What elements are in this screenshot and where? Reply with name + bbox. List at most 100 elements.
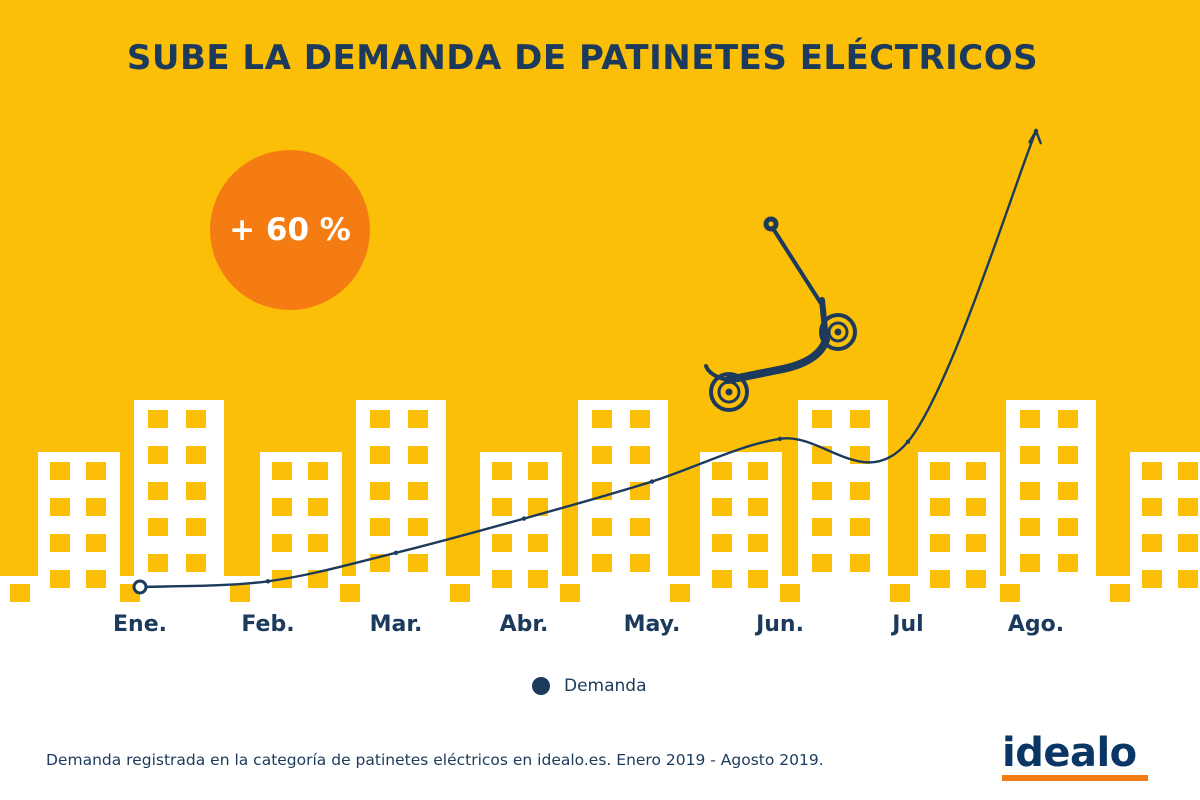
window xyxy=(272,534,292,552)
window xyxy=(966,462,986,480)
street-window xyxy=(10,584,30,602)
data-point-mar xyxy=(393,550,399,555)
growth-badge-value: + 60 % xyxy=(229,212,351,248)
window xyxy=(1058,482,1078,500)
data-point-ene xyxy=(132,579,148,595)
window xyxy=(50,498,70,516)
x-tick-label: Jul xyxy=(892,612,924,637)
window xyxy=(592,518,612,536)
logo-underline xyxy=(1002,775,1148,781)
window xyxy=(186,518,206,536)
window xyxy=(308,462,328,480)
window xyxy=(1058,410,1078,428)
window xyxy=(1058,554,1078,572)
window xyxy=(850,554,870,572)
window xyxy=(1020,554,1040,572)
window xyxy=(1020,446,1040,464)
legend-label: Demanda xyxy=(564,676,647,696)
x-tick-label: Mar. xyxy=(369,612,423,637)
demand-chart xyxy=(132,128,1042,595)
building xyxy=(578,400,668,610)
window xyxy=(748,462,768,480)
window xyxy=(812,410,832,428)
window xyxy=(748,570,768,588)
window xyxy=(1020,518,1040,536)
street-window xyxy=(450,584,470,602)
window xyxy=(50,462,70,480)
logo-wordmark: idealo xyxy=(1002,730,1137,776)
window xyxy=(148,410,168,428)
street-window xyxy=(670,584,690,602)
window xyxy=(528,462,548,480)
window xyxy=(186,410,206,428)
window xyxy=(1178,534,1198,552)
window xyxy=(966,570,986,588)
x-tick-label: Ene. xyxy=(113,612,167,637)
x-tick-label: Abr. xyxy=(499,612,549,637)
growth-badge: + 60 % xyxy=(210,150,370,310)
building xyxy=(134,400,224,610)
window xyxy=(50,570,70,588)
window xyxy=(966,498,986,516)
window xyxy=(186,446,206,464)
street-window xyxy=(780,584,800,602)
window xyxy=(1142,498,1162,516)
series-line-demanda xyxy=(139,130,1038,589)
trend-arrow-head xyxy=(1028,128,1042,145)
window xyxy=(148,554,168,572)
window xyxy=(812,482,832,500)
window xyxy=(930,462,950,480)
window xyxy=(370,518,390,536)
window xyxy=(966,534,986,552)
window xyxy=(86,534,106,552)
window xyxy=(712,462,732,480)
window xyxy=(492,462,512,480)
window xyxy=(592,410,612,428)
window xyxy=(370,482,390,500)
window xyxy=(1020,482,1040,500)
data-point-jun xyxy=(777,436,783,441)
city-skyline xyxy=(0,400,1200,610)
building xyxy=(1006,400,1096,610)
window xyxy=(812,554,832,572)
window xyxy=(630,518,650,536)
window xyxy=(186,554,206,572)
window xyxy=(272,498,292,516)
window xyxy=(148,446,168,464)
window xyxy=(408,410,428,428)
window xyxy=(712,570,732,588)
window xyxy=(748,534,768,552)
window xyxy=(408,554,428,572)
window xyxy=(86,462,106,480)
window xyxy=(408,518,428,536)
street-window xyxy=(230,584,250,602)
window xyxy=(308,498,328,516)
window xyxy=(86,498,106,516)
window xyxy=(272,462,292,480)
window xyxy=(50,534,70,552)
window xyxy=(1020,410,1040,428)
chart-legend: Demanda xyxy=(532,676,647,696)
window xyxy=(370,446,390,464)
data-point-abr xyxy=(521,516,527,521)
street-window xyxy=(1110,584,1130,602)
window xyxy=(930,570,950,588)
window xyxy=(528,498,548,516)
window xyxy=(930,534,950,552)
window xyxy=(370,410,390,428)
window xyxy=(148,518,168,536)
idealo-logo: idealo xyxy=(1002,733,1152,781)
street-window xyxy=(1000,584,1020,602)
window xyxy=(1058,446,1078,464)
street-window xyxy=(340,584,360,602)
window xyxy=(1178,498,1198,516)
window xyxy=(492,498,512,516)
street-window xyxy=(560,584,580,602)
source-note: Demanda registrada en la categoría de pa… xyxy=(46,751,824,769)
data-point-may xyxy=(649,479,655,484)
window xyxy=(630,554,650,572)
data-point-feb xyxy=(265,579,271,584)
window xyxy=(528,534,548,552)
x-tick-label: May. xyxy=(623,612,681,637)
